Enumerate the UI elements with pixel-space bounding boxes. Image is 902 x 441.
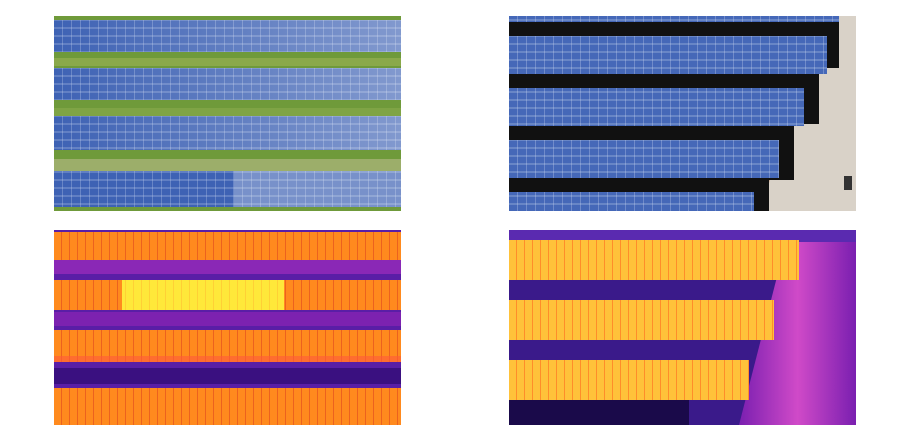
panel-row — [509, 36, 827, 74]
aerial-photo-graphic — [54, 16, 401, 211]
thermal-panel-row — [54, 388, 401, 425]
aerial-photo-graphic — [509, 16, 856, 211]
thermal-image-left — [54, 230, 401, 425]
thermal-panel-row — [509, 360, 749, 400]
panel-row — [509, 88, 804, 126]
aerial-photo-solar-rows-road — [509, 16, 856, 211]
thermal-panel-row — [509, 300, 774, 340]
thermal-image-right — [509, 230, 856, 425]
panel-row — [54, 171, 401, 207]
thermal-panel-row — [509, 240, 799, 280]
panel-row — [509, 140, 779, 178]
panel-row — [54, 68, 401, 100]
thermal-graphic — [509, 230, 856, 425]
thermal-graphic — [54, 230, 401, 425]
panel-row — [54, 116, 401, 150]
panel-row — [54, 20, 401, 52]
panel-row — [509, 192, 754, 211]
thermal-hotspot — [122, 280, 284, 310]
panel-row — [509, 16, 839, 22]
thermal-road — [739, 230, 856, 425]
aerial-photo-solar-rows-grass — [54, 16, 401, 211]
thermal-panel-row — [54, 232, 401, 260]
